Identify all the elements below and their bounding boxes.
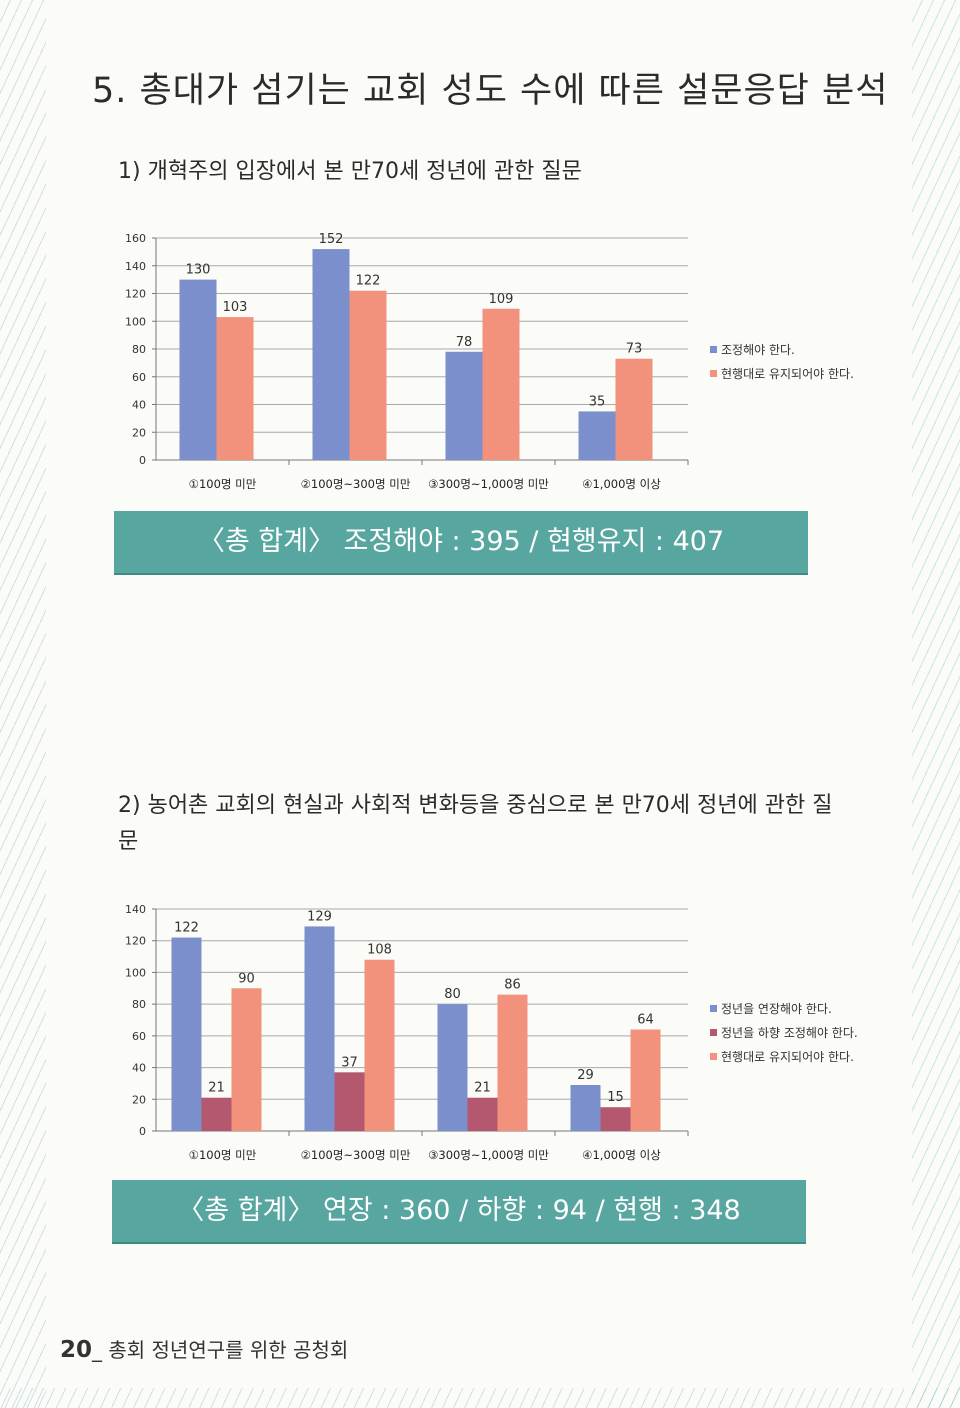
data-label: 103 xyxy=(223,300,248,315)
data-label: 86 xyxy=(504,978,521,993)
y-tick-label: 140 xyxy=(125,903,146,916)
question-2-title: 2) 농어촌 교회의 현실과 사회적 변화등을 중심으로 본 만70세 정년에 … xyxy=(118,793,833,854)
data-label: 130 xyxy=(186,263,211,278)
bar-1-3 xyxy=(437,1004,468,1131)
category-label: ④1,000명 이상 xyxy=(582,1148,661,1162)
y-tick-label: 100 xyxy=(125,966,146,979)
y-tick-label: 0 xyxy=(139,454,146,467)
data-label: 15 xyxy=(607,1090,624,1105)
y-tick-label: 80 xyxy=(132,998,146,1011)
data-label: 78 xyxy=(456,335,473,350)
y-tick-label: 80 xyxy=(132,343,146,356)
decorative-stripes-bottom xyxy=(0,1388,960,1408)
data-label: 122 xyxy=(356,274,381,289)
legend-label: 현행대로 유지되어야 한다. xyxy=(721,366,854,381)
y-tick-label: 60 xyxy=(132,1030,146,1043)
data-label: 64 xyxy=(637,1013,654,1028)
category-label: ③300명~1,000명 미만 xyxy=(428,1148,549,1162)
category-label: ②100명~300명 미만 xyxy=(301,1148,411,1162)
decorative-stripes-left xyxy=(0,0,46,1408)
y-tick-label: 40 xyxy=(132,399,146,412)
legend-label: 정년을 하향 조정해야 한다. xyxy=(721,1026,858,1040)
data-label: 37 xyxy=(341,1055,358,1070)
category-label: ①100명 미만 xyxy=(189,477,257,491)
question-1-title: 1) 개혁주의 입장에서 본 만70세 정년에 관한 질문 xyxy=(118,159,582,184)
page-footer: 20_ 총회 정년연구를 위한 공청회 xyxy=(60,1334,348,1363)
page-number: 20 xyxy=(60,1337,93,1363)
data-label: 129 xyxy=(307,909,332,924)
bar-3-3 xyxy=(497,994,528,1131)
footer-separator: _ xyxy=(92,1338,103,1362)
data-label: 80 xyxy=(444,987,461,1002)
bar-2-3 xyxy=(482,308,520,460)
bar-1-4 xyxy=(578,411,616,460)
bar-2-3 xyxy=(467,1097,498,1131)
legend-swatch xyxy=(710,346,717,353)
decorative-stripes-right xyxy=(912,0,960,1408)
y-tick-label: 0 xyxy=(139,1125,146,1138)
bar-1-3 xyxy=(445,351,483,460)
category-label: ①100명 미만 xyxy=(189,1148,257,1162)
bar-1-1 xyxy=(179,279,217,460)
data-label: 108 xyxy=(367,943,392,958)
chart-question-2: 0 20 40 60 80 100 120 140 122 21 90 ①100명 미만 129 37 10… xyxy=(125,903,858,1162)
bar-1-4 xyxy=(570,1085,601,1131)
category-label: ④1,000명 이상 xyxy=(582,477,661,491)
question-1-summary-band: 〈총 합계〉 조정해야 : 395 / 현행유지 : 407 xyxy=(114,511,808,575)
y-tick-label: 120 xyxy=(125,935,146,948)
bar-1-1 xyxy=(171,937,202,1131)
y-tick-label: 40 xyxy=(132,1062,146,1075)
data-label: 21 xyxy=(208,1081,225,1096)
data-label: 73 xyxy=(626,342,643,357)
bar-3-1 xyxy=(231,988,262,1131)
bar-2-4 xyxy=(615,358,653,460)
data-label: 109 xyxy=(489,292,514,307)
y-tick-label: 20 xyxy=(132,426,146,439)
y-tick-label: 20 xyxy=(132,1093,146,1106)
section-title: 5. 총대가 섬기는 교회 성도 수에 따른 설문응답 분석 xyxy=(92,71,889,111)
question-2-summary-band: 〈총 합계〉 연장 : 360 / 하향 : 94 / 현행 : 348 xyxy=(112,1180,806,1244)
legend-label: 정년을 연장해야 한다. xyxy=(721,1002,832,1016)
chart-question-1: 0 20 40 60 80 100 120 140 160 130 103 ①100명 미만 152 12… xyxy=(125,232,854,491)
legend-swatch xyxy=(710,1053,717,1060)
category-label: ②100명~300명 미만 xyxy=(301,477,411,491)
data-label: 122 xyxy=(174,921,199,936)
legend-swatch xyxy=(710,370,717,377)
bar-2-2 xyxy=(349,290,387,460)
bar-2-1 xyxy=(216,317,254,460)
bar-2-4 xyxy=(600,1107,631,1131)
legend-swatch xyxy=(710,1029,717,1036)
y-tick-label: 120 xyxy=(125,288,146,301)
footer-text: 총회 정년연구를 위한 공청회 xyxy=(108,1338,349,1362)
data-label: 29 xyxy=(577,1068,594,1083)
category-label: ③300명~1,000명 미만 xyxy=(428,477,549,491)
data-label: 152 xyxy=(319,232,344,247)
bar-1-2 xyxy=(312,249,350,460)
y-tick-label: 140 xyxy=(125,260,146,273)
bar-2-1 xyxy=(201,1097,232,1131)
legend-label: 조정해야 한다. xyxy=(721,343,795,357)
bar-1-2 xyxy=(304,926,335,1131)
y-tick-label: 160 xyxy=(125,232,146,245)
bar-3-2 xyxy=(364,959,395,1131)
y-tick-label: 100 xyxy=(125,315,146,328)
y-tick-label: 60 xyxy=(132,371,146,384)
legend-swatch xyxy=(710,1005,717,1012)
bar-2-2 xyxy=(334,1072,365,1131)
bar-3-4 xyxy=(630,1029,661,1131)
data-label: 21 xyxy=(474,1081,491,1096)
data-label: 90 xyxy=(238,971,255,986)
legend-label: 현행대로 유지되어야 한다. xyxy=(721,1049,854,1064)
data-label: 35 xyxy=(589,394,606,409)
